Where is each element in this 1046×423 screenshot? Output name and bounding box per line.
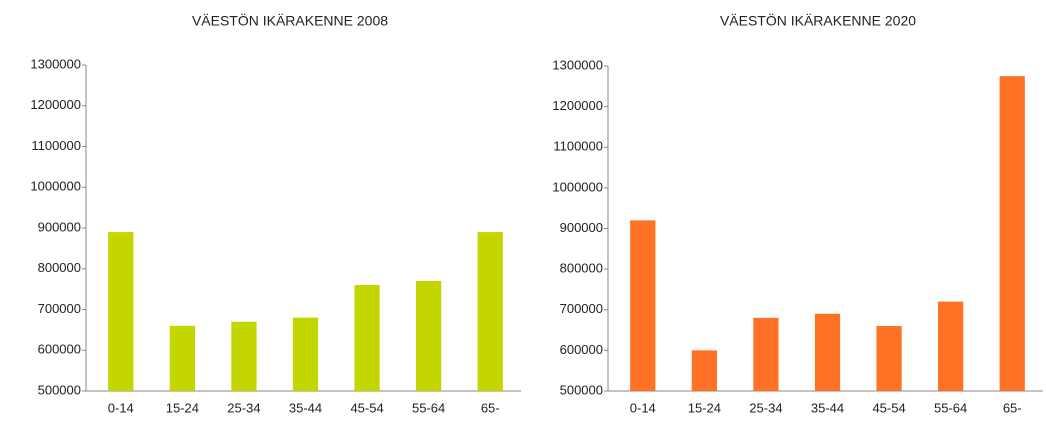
x-tick-label: 25-34 bbox=[749, 400, 782, 415]
bar bbox=[876, 326, 902, 391]
bar bbox=[753, 317, 779, 391]
bar bbox=[938, 301, 964, 391]
y-tick-label: 800000 bbox=[560, 261, 603, 276]
x-tick-label: 35-44 bbox=[811, 400, 844, 415]
y-tick-label: 600000 bbox=[38, 342, 81, 357]
y-tick-label: 1200000 bbox=[552, 98, 603, 113]
y-tick-label: 1300000 bbox=[552, 57, 603, 72]
bar bbox=[292, 317, 319, 391]
y-tick-label: 1000000 bbox=[552, 179, 603, 194]
x-tick-label: 65- bbox=[481, 400, 500, 415]
bar bbox=[814, 313, 841, 391]
y-tick-label: 600000 bbox=[560, 342, 603, 357]
bar bbox=[999, 76, 1025, 391]
y-tick-label: 500000 bbox=[38, 382, 81, 397]
x-tick-label: 45-54 bbox=[872, 400, 905, 415]
bar bbox=[691, 350, 717, 391]
y-tick-label: 1100000 bbox=[553, 139, 603, 154]
bar bbox=[416, 280, 442, 391]
bar bbox=[108, 232, 134, 391]
x-tick-label: 55-64 bbox=[934, 400, 967, 415]
y-tick-label: 900000 bbox=[38, 219, 81, 234]
y-tick-label: 700000 bbox=[38, 301, 81, 316]
y-tick-label: 700000 bbox=[560, 301, 603, 316]
x-tick-label: 15-24 bbox=[166, 400, 199, 415]
chart-title: VÄESTÖN IKÄRAKENNE 2008 bbox=[192, 12, 388, 29]
y-tick-label: 900000 bbox=[560, 220, 603, 235]
x-tick-label: 55-64 bbox=[412, 400, 445, 415]
x-tick-label: 45-54 bbox=[350, 400, 383, 415]
x-tick-label: 65- bbox=[1003, 400, 1022, 415]
x-tick-label: 15-24 bbox=[688, 400, 721, 415]
y-tick-label: 800000 bbox=[38, 260, 81, 275]
bar bbox=[354, 285, 380, 391]
y-tick-label: 1200000 bbox=[30, 97, 81, 112]
x-tick-label: 35-44 bbox=[289, 400, 322, 415]
y-tick-label: 1100000 bbox=[31, 138, 81, 153]
chart-title: VÄESTÖN IKÄRAKENNE 2020 bbox=[720, 12, 916, 29]
y-tick-label: 500000 bbox=[560, 382, 603, 397]
y-tick-label: 1000000 bbox=[30, 179, 81, 194]
bar bbox=[630, 220, 656, 391]
bar bbox=[231, 321, 257, 391]
x-tick-label: 0-14 bbox=[108, 400, 134, 415]
x-tick-label: 25-34 bbox=[227, 400, 260, 415]
bar bbox=[169, 325, 195, 391]
bar bbox=[477, 232, 503, 391]
y-tick-label: 1300000 bbox=[30, 56, 81, 71]
x-tick-label: 0-14 bbox=[630, 400, 656, 415]
